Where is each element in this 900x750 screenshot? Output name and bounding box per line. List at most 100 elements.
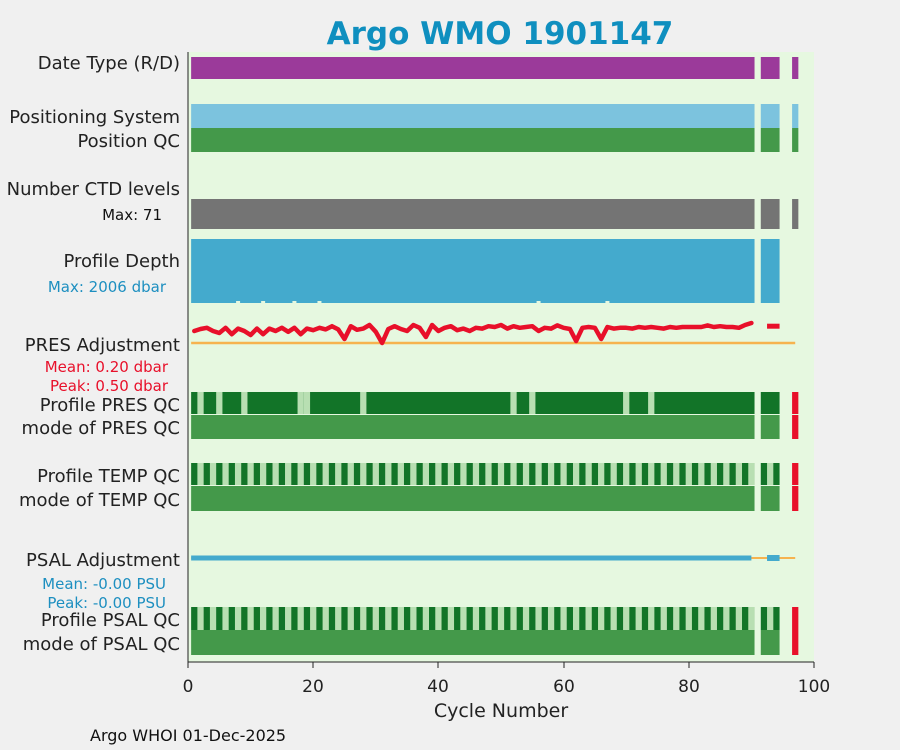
psal-qc-cycle-84 [710, 607, 717, 630]
pres-qc-cycle-19 [303, 392, 311, 414]
temp-qc-cycle-12 [259, 463, 267, 485]
depth-gap-4 [536, 301, 541, 303]
temp-qc-cycle-10 [247, 463, 254, 485]
x-tick-40: 40 [427, 662, 449, 697]
depth-gap-5 [605, 301, 610, 303]
x-tick-label-0: 0 [183, 677, 194, 697]
temp-qc-cycle-24 [335, 463, 342, 485]
row-label-profile-psal-qc: Profile PSAL QC [41, 610, 180, 631]
psal-qc-cycle-64 [585, 607, 592, 630]
temp-qc-cycle-84 [710, 463, 717, 485]
psal-qc-cycle-10 [247, 607, 254, 630]
x-tick-60: 60 [553, 662, 575, 697]
row-label-mode-psal-qc: mode of PSAL QC [23, 634, 180, 655]
psal-mean: Mean: -0.00 PSU [42, 575, 166, 593]
temp-qc-cycle-88 [735, 463, 743, 485]
psal-qc-cycle-52 [510, 607, 517, 630]
psal-qc-cycle-36 [410, 607, 417, 630]
pres-qc-cycle-52 [510, 392, 517, 414]
pres-qc-cycle-9 [241, 392, 248, 414]
temp-qc-cycle-38 [422, 463, 430, 485]
depth-gap-2 [292, 301, 297, 303]
psal-qc-cycle-26 [347, 607, 354, 630]
temp-qc-cycle-28 [360, 463, 367, 485]
pres-qc-cycle-74 [648, 392, 655, 414]
psal-qc-cycle-60 [560, 607, 567, 630]
tempmode-bar-main [191, 486, 755, 511]
psal-qc-cycle-62 [572, 607, 580, 630]
posqc-bar-extra [760, 128, 780, 152]
temp-qc-cycle-58 [547, 463, 555, 485]
depth-bar-extra [760, 239, 780, 303]
depth-gap-0 [236, 301, 241, 303]
psal-qc-cycle-54 [522, 607, 530, 630]
temp-qc-cycle-74 [648, 463, 655, 485]
depth-bar-main [191, 239, 755, 303]
possys-bar-last [792, 104, 799, 128]
temp-qc-cycle-56 [535, 463, 542, 485]
psal-qc-cycle-28 [360, 607, 367, 630]
psal-qc-cycle-24 [335, 607, 342, 630]
possys-bar-extra [760, 104, 780, 128]
psal-qc-cycle-22 [322, 607, 329, 630]
data-bars [191, 57, 799, 655]
temp-qc-cycle-16 [285, 463, 292, 485]
x-tick-label-20: 20 [302, 677, 324, 697]
tempmode-bar-extra [760, 486, 780, 511]
x-axis-label: Cycle Number [434, 700, 568, 722]
temp-qc-cycle-48 [485, 463, 492, 485]
psal-qc-cycle-78 [673, 607, 680, 630]
x-tick-0: 0 [183, 662, 194, 697]
possys-bar-main [191, 104, 755, 128]
psalmode-bar-extra [760, 630, 780, 655]
temp-qc-cycle-86 [723, 463, 730, 485]
temp-qc-cycle-76 [660, 463, 667, 485]
temp-qc-cycle-14 [272, 463, 279, 485]
ctd-bar-last [792, 199, 799, 229]
psal-qc-cycle-88 [735, 607, 743, 630]
temp-qc-cycle-52 [510, 463, 517, 485]
psal-qc-cycle-93 [767, 607, 774, 630]
psal-qc-cycle-82 [698, 607, 705, 630]
temp-qc-cycle-82 [698, 463, 705, 485]
psal-qc-cycle-20 [310, 607, 317, 630]
row-label-psal-adjustment: PSAL Adjustment [26, 550, 180, 571]
tempmode-bar-last [792, 486, 799, 511]
psalmode-bar-last [792, 630, 799, 655]
psal-qc-cycle-12 [259, 607, 267, 630]
psalmode-bar-main [191, 630, 755, 655]
temp-qc-cycle-46 [472, 463, 480, 485]
psal-qc-cycle-38 [422, 607, 430, 630]
temp-qc-cycle-54 [522, 463, 530, 485]
pres-peak: Peak: 0.50 dbar [50, 377, 169, 395]
psal-qc-cycle-40 [435, 607, 442, 630]
temp-qc-cycle-44 [460, 463, 467, 485]
max-ctd-levels: Max: 71 [102, 206, 162, 224]
psal-qc-cycle-32 [385, 607, 392, 630]
pres-qc-cycle-55 [529, 392, 536, 414]
temp-qc-cycle-62 [572, 463, 580, 485]
max-depth: Max: 2006 dbar [48, 278, 167, 296]
ctd-bar-extra [760, 199, 780, 229]
row-label-ctd-levels: Number CTD levels [7, 179, 180, 200]
psal-qc-cycle-8 [234, 607, 242, 630]
temp-qc-cycle-26 [347, 463, 354, 485]
row-label-profile-depth: Profile Depth [63, 251, 180, 272]
ctd-bar-main [191, 199, 755, 229]
presmode-bar-last [792, 415, 799, 439]
psal-qc-cycle-58 [547, 607, 555, 630]
psal-qc-cycle-80 [685, 607, 692, 630]
temp-qc-cycle-72 [635, 463, 642, 485]
psal-qc-cycle-44 [460, 607, 467, 630]
footer-credit: Argo WHOI 01-Dec-2025 [90, 726, 286, 745]
temp-qc-cycle-20 [310, 463, 317, 485]
row-label-profile-pres-qc: Profile PRES QC [40, 395, 180, 416]
psal-qc-cycle-18 [297, 607, 304, 630]
psal-qc-cycle-66 [598, 607, 605, 630]
row-label-date-type: Date Type (R/D) [38, 53, 180, 74]
temp-qc-cycle-34 [397, 463, 404, 485]
tempqc-bar-last [792, 463, 799, 485]
temp-qc-cycle-2 [197, 463, 204, 485]
psal-qc-cycle-6 [222, 607, 229, 630]
psal-qc-cycle-72 [635, 607, 642, 630]
